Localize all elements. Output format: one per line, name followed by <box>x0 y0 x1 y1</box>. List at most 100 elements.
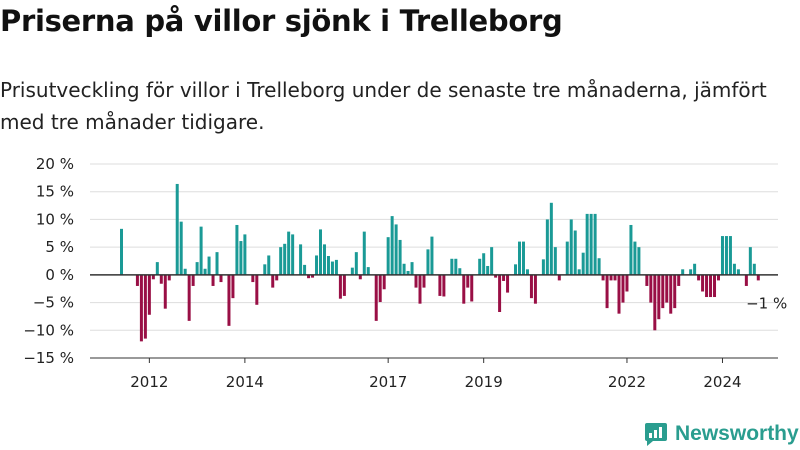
bar <box>139 274 143 342</box>
y-tick-label: −10 % <box>23 321 74 339</box>
brand-name: Newsworthy <box>675 422 799 445</box>
y-axis-tick-labels: −15 % −10 % −5 % 0 % 5 % 10 % 15 % 20 % <box>23 155 74 367</box>
annotations: −1 % <box>746 295 787 313</box>
bar <box>199 226 203 275</box>
bar <box>175 183 179 275</box>
gridlines <box>90 163 778 359</box>
bar <box>470 274 474 302</box>
bar <box>211 274 215 286</box>
bar <box>291 234 295 275</box>
bar <box>358 274 362 280</box>
bar <box>677 274 681 286</box>
bar <box>143 274 147 339</box>
bar <box>756 274 760 281</box>
bar <box>705 274 709 298</box>
bar <box>697 274 701 281</box>
y-tick-label: −5 % <box>33 294 74 312</box>
bar <box>195 262 199 275</box>
newsworthy-logo-icon <box>645 423 667 446</box>
bar <box>709 274 713 298</box>
bar <box>669 274 673 314</box>
bar <box>303 264 307 275</box>
bar <box>450 258 454 275</box>
bar <box>752 263 756 275</box>
bar <box>466 274 470 288</box>
bar <box>717 274 720 281</box>
bar <box>633 241 637 275</box>
y-tick-label: 20 % <box>36 155 74 173</box>
bar <box>502 274 506 281</box>
chart-subtitle: Prisutveckling för villor i Trelleborg u… <box>0 78 767 134</box>
bar <box>732 263 736 275</box>
bar <box>553 247 557 275</box>
bar <box>342 274 346 296</box>
x-axis: 2012 2014 2017 2019 2022 2024 <box>90 357 778 390</box>
bar <box>529 274 533 299</box>
bar <box>442 274 446 297</box>
bar <box>645 274 649 286</box>
bar <box>581 252 585 275</box>
bar <box>382 274 386 290</box>
bar <box>167 274 171 281</box>
bar <box>498 274 502 312</box>
bar <box>163 274 167 309</box>
bar <box>219 274 223 283</box>
bar <box>243 234 247 275</box>
bar <box>322 244 326 275</box>
bar <box>458 268 462 275</box>
x-tick-label: 2022 <box>608 373 646 390</box>
y-tick-label: 15 % <box>36 183 74 201</box>
bar <box>386 237 390 275</box>
bar <box>478 258 482 275</box>
bar <box>410 262 414 275</box>
bar <box>239 241 243 275</box>
bar <box>573 230 577 275</box>
bar <box>609 274 613 281</box>
bar <box>251 274 255 283</box>
bar <box>287 231 291 275</box>
bar <box>577 269 581 275</box>
bar <box>374 274 378 321</box>
x-tick-label: 2019 <box>465 373 503 390</box>
bar <box>398 239 402 275</box>
bar <box>402 263 406 275</box>
bar <box>330 261 334 275</box>
bar <box>613 274 617 281</box>
bar <box>617 274 621 314</box>
bar <box>307 274 311 279</box>
bar <box>438 274 442 296</box>
bar <box>406 270 410 275</box>
bar <box>569 219 573 275</box>
bar <box>621 274 625 303</box>
bar <box>720 236 724 275</box>
bar <box>518 241 521 275</box>
bar <box>207 256 211 275</box>
bar <box>255 274 259 305</box>
bar <box>235 224 239 275</box>
bar <box>744 274 748 286</box>
bar <box>625 274 629 292</box>
bar <box>748 247 752 275</box>
bar <box>366 267 370 275</box>
bar <box>533 274 537 304</box>
bar <box>362 231 366 275</box>
bar <box>724 236 728 275</box>
bar <box>279 247 283 275</box>
bar <box>693 263 697 275</box>
bar <box>191 274 195 286</box>
bar <box>589 213 593 275</box>
bar <box>414 274 418 288</box>
bar <box>597 258 601 275</box>
bar <box>430 236 434 275</box>
bar <box>378 274 382 303</box>
y-tick-label: 5 % <box>45 238 74 256</box>
bar <box>390 216 394 275</box>
bar <box>482 253 486 275</box>
bar <box>311 274 315 278</box>
bar <box>649 274 653 303</box>
bar <box>263 264 267 275</box>
bar <box>299 244 303 275</box>
brand-logo: Newsworthy <box>644 420 799 448</box>
bar <box>215 252 219 275</box>
bar <box>486 265 490 275</box>
